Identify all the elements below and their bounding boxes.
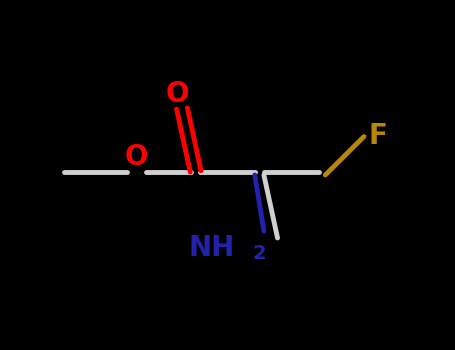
Text: F: F <box>368 122 387 150</box>
Text: O: O <box>125 144 148 172</box>
Text: O: O <box>166 80 189 108</box>
Text: 2: 2 <box>253 244 266 263</box>
Text: NH: NH <box>188 234 234 262</box>
